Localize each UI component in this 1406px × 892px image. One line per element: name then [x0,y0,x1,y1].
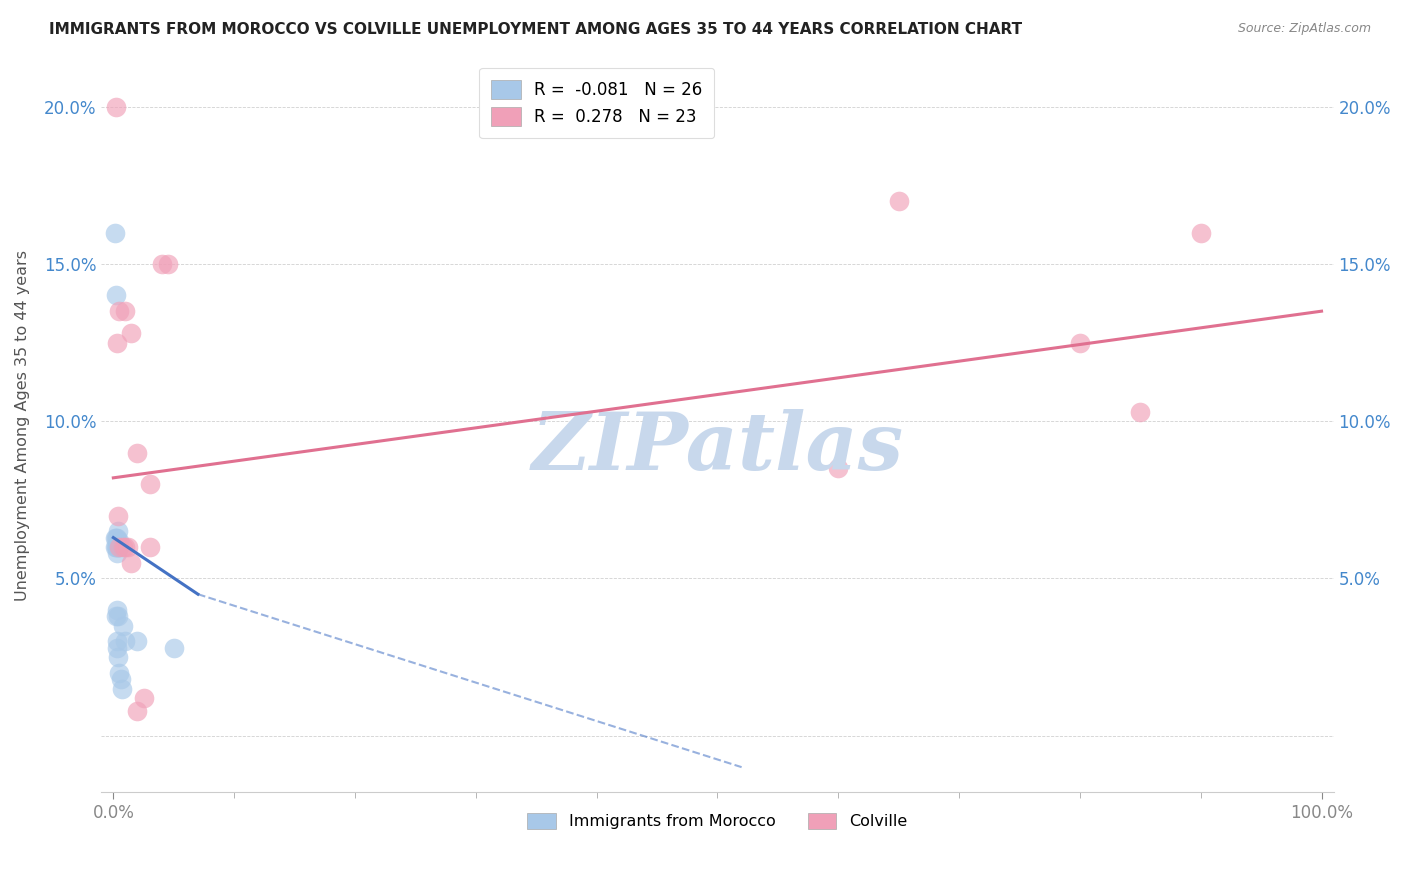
Text: ZIPatlas: ZIPatlas [531,409,904,487]
Point [104,288,127,302]
Point [1189,226,1212,240]
Point [105,335,128,350]
Text: IMMIGRANTS FROM MOROCCO VS COLVILLE UNEMPLOYMENT AMONG AGES 35 TO 44 YEARS CORRE: IMMIGRANTS FROM MOROCCO VS COLVILLE UNEM… [49,22,1022,37]
Point [120,556,142,570]
Point [111,540,134,554]
Point [127,634,149,648]
Point [107,524,129,539]
Point [105,603,128,617]
Point [107,609,129,624]
Point [103,226,125,240]
Point [105,546,128,560]
Point [103,531,125,545]
Point [120,326,142,341]
Point [108,540,131,554]
Point [127,445,149,459]
Point [107,540,129,554]
Point [1069,335,1091,350]
Point [1129,405,1152,419]
Point [105,634,128,648]
Point [107,508,129,523]
Point [114,634,136,648]
Point [156,257,179,271]
Point [107,650,129,665]
Point [117,540,139,554]
Point [887,194,910,208]
Point [111,618,134,632]
Text: Source: ZipAtlas.com: Source: ZipAtlas.com [1237,22,1371,36]
Point [105,531,128,545]
Point [114,304,136,318]
Point [104,100,127,114]
Point [827,461,849,475]
Point [138,540,160,554]
Point [150,257,173,271]
Point [127,704,149,718]
Y-axis label: Unemployment Among Ages 35 to 44 years: Unemployment Among Ages 35 to 44 years [15,251,30,601]
Point [108,665,131,680]
Point [138,477,160,491]
Point [104,609,127,624]
Legend: Immigrants from Morocco, Colville: Immigrants from Morocco, Colville [522,806,914,836]
Point [132,690,155,705]
Point [108,540,131,554]
Point [110,672,132,686]
Point [114,540,136,554]
Point [111,681,134,696]
Point [108,304,131,318]
Point [163,640,186,655]
Point [105,640,128,655]
Point [108,533,131,548]
Point [104,531,127,545]
Point [103,540,125,554]
Point [105,540,128,554]
Point [104,540,127,554]
